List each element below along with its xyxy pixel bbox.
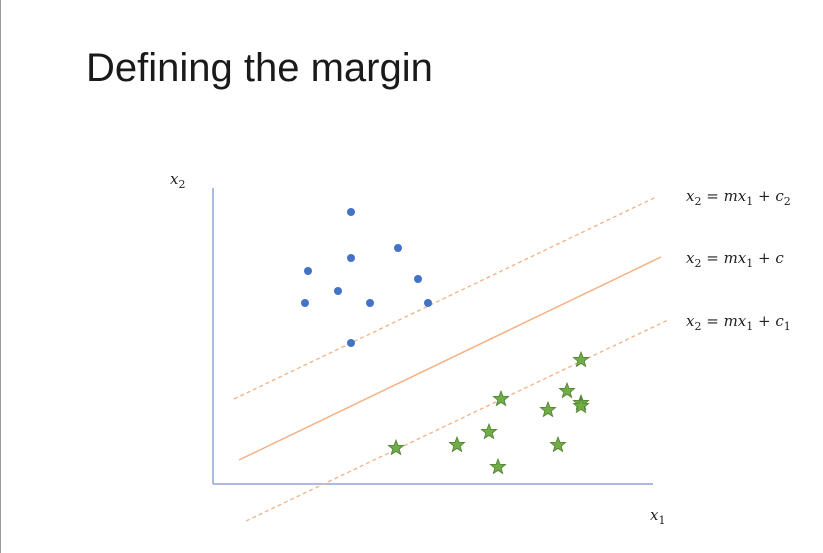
class-b-star — [572, 350, 590, 368]
x-axis-label-sub: 1 — [658, 514, 665, 527]
slide-title: Defining the margin — [86, 46, 433, 90]
x-axis-label: x1 — [650, 506, 665, 527]
class-a-dot — [366, 299, 374, 307]
upper-margin-line — [233, 196, 657, 400]
class-b-star — [480, 422, 498, 440]
class-b-points — [387, 350, 590, 475]
lower-margin-line — [245, 319, 669, 522]
class-b-star — [558, 381, 576, 399]
class-b-star — [572, 396, 590, 414]
class-a-dot — [347, 339, 355, 347]
class-b-star — [539, 400, 557, 418]
decision-boundary-equation: x2 = mx1 + c — [686, 249, 784, 270]
class-b-star — [448, 435, 466, 453]
class-a-dot — [424, 299, 432, 307]
y-axis-label: x2 — [170, 170, 185, 191]
class-b-star — [492, 389, 510, 407]
class-a-dot — [304, 267, 312, 275]
x-axis-label-base: x — [650, 506, 659, 524]
class-a-dot — [414, 275, 422, 283]
class-a-dot — [347, 254, 355, 262]
upper-margin-equation: x2 = mx1 + c2 — [686, 187, 791, 208]
lower-margin-equation: x2 = mx1 + c1 — [686, 312, 791, 333]
y-axis-label-sub: 2 — [178, 178, 185, 191]
class-a-dot — [394, 244, 402, 252]
decision-boundary-line — [238, 256, 662, 461]
class-b-star — [489, 457, 507, 475]
slide-left-border — [0, 0, 1, 553]
class-b-star — [549, 435, 567, 453]
class-a-dot — [334, 287, 342, 295]
y-axis-label-base: x — [170, 170, 179, 188]
class-b-star — [387, 438, 405, 456]
class-a-points — [301, 208, 432, 347]
class-a-dot — [347, 208, 355, 216]
class-a-dot — [301, 299, 309, 307]
